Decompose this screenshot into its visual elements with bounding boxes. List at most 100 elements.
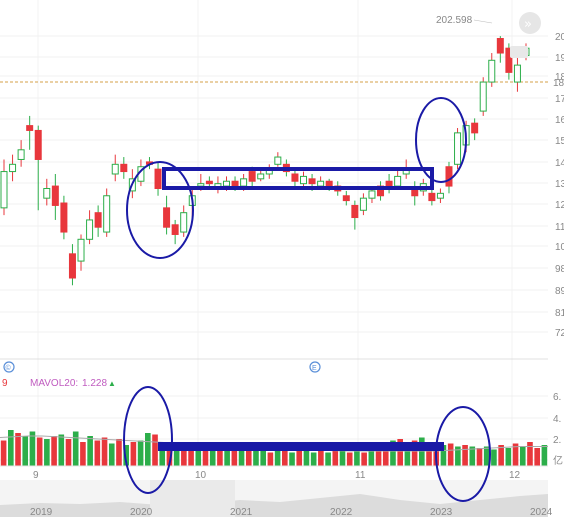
volume-bar [245, 448, 252, 466]
candle [94, 205, 102, 237]
current-price-label: 18 [553, 78, 564, 89]
candle-body [257, 173, 265, 180]
candle-body [359, 197, 367, 211]
price-tick-label: 98 [555, 264, 564, 275]
navigator-area [0, 494, 548, 517]
volume-bar [202, 446, 209, 466]
candle [120, 157, 128, 179]
volume-bar [498, 445, 504, 466]
year-tick-label: 2020 [130, 507, 153, 517]
volume-bar [274, 449, 281, 466]
volume-bar [72, 431, 79, 466]
candle [342, 190, 350, 206]
volume-bar [166, 445, 173, 466]
double-chevron-icon: » [524, 17, 532, 32]
volume-bar [462, 445, 468, 466]
volume-bar [455, 446, 461, 466]
year-ticks: 2019 2020 2021 2022 2023 2024 [30, 507, 553, 517]
candle-body [120, 163, 128, 173]
candle-body [240, 178, 248, 187]
candle [111, 154, 119, 182]
candle [154, 161, 162, 196]
price-tick-label: 89 [555, 286, 564, 297]
candle [471, 118, 479, 141]
volume-bar [80, 442, 86, 466]
volume-bar [512, 443, 519, 466]
vol-tick-label: 4. [553, 414, 561, 425]
volume-bar [145, 433, 151, 466]
candle-body [111, 163, 119, 175]
volume-bar [411, 440, 418, 466]
candle-body [248, 171, 256, 182]
volume-bar [368, 451, 375, 466]
volume-bar [527, 442, 533, 466]
volume-bar [310, 452, 317, 466]
candle-body [171, 224, 179, 235]
candle-body [436, 192, 444, 199]
volume-bar [541, 445, 548, 466]
price-tick-label: 18 [555, 72, 564, 83]
price-tick-label: 11 [555, 222, 564, 233]
annotation-ellipse-2020-low [126, 161, 194, 259]
price-tick-label: 10 [555, 242, 564, 253]
candle-body [103, 195, 111, 233]
candle [257, 169, 265, 182]
candle-body [479, 81, 487, 112]
candle [51, 173, 59, 220]
candle-body [51, 185, 59, 206]
candles [0, 36, 530, 286]
candle-body [9, 163, 17, 173]
volume-bar [491, 449, 497, 466]
vol-tick-label: 6. [553, 392, 561, 403]
volume-bar [224, 451, 230, 466]
volume-bar [390, 440, 396, 466]
candle-body [222, 180, 230, 187]
volume-bar [296, 451, 303, 466]
candle [265, 164, 273, 179]
volume-bar [382, 443, 389, 466]
volume-bar [209, 449, 216, 466]
volume-bar [36, 437, 43, 466]
candle-body [325, 180, 333, 187]
annotation-ellipse-volume-left [123, 386, 173, 494]
volume-bar [303, 449, 310, 466]
candle [86, 210, 94, 245]
navigator-window[interactable] [150, 480, 235, 517]
candle-body [300, 175, 308, 185]
volume-bar [505, 448, 512, 466]
expand-button[interactable]: » [519, 12, 541, 34]
volume-bar [87, 436, 93, 466]
candle [60, 195, 68, 240]
volume-bar [332, 451, 339, 466]
volume-bar [173, 446, 180, 466]
vol-tick-label: 2. [553, 435, 561, 446]
candle [43, 178, 51, 206]
candle [479, 77, 487, 116]
candle [496, 36, 504, 63]
candle [180, 205, 188, 237]
marker-e[interactable]: E [309, 361, 321, 373]
price-tick-label: 14 [555, 158, 564, 169]
marker-c[interactable]: © [3, 361, 15, 373]
candle [34, 125, 42, 211]
candle [454, 128, 462, 170]
candle-body [488, 59, 496, 83]
volume-bar [419, 437, 425, 466]
price-tick-label: 19 [555, 53, 564, 64]
candle [77, 234, 85, 271]
candle [163, 195, 171, 235]
candle [505, 43, 513, 80]
candle [17, 140, 25, 167]
price-tick-label: 15 [555, 136, 564, 147]
vol-legend-value: 1.228 [82, 378, 107, 389]
volume-bar [65, 439, 72, 466]
volume-bar [354, 451, 360, 466]
candle [68, 244, 76, 286]
cursor-box [510, 46, 528, 58]
candle-body [68, 253, 76, 279]
volume-bar [0, 440, 7, 466]
price-tick-label: 81 [555, 308, 564, 319]
volume-bar [152, 434, 158, 466]
candle-body [317, 180, 325, 187]
